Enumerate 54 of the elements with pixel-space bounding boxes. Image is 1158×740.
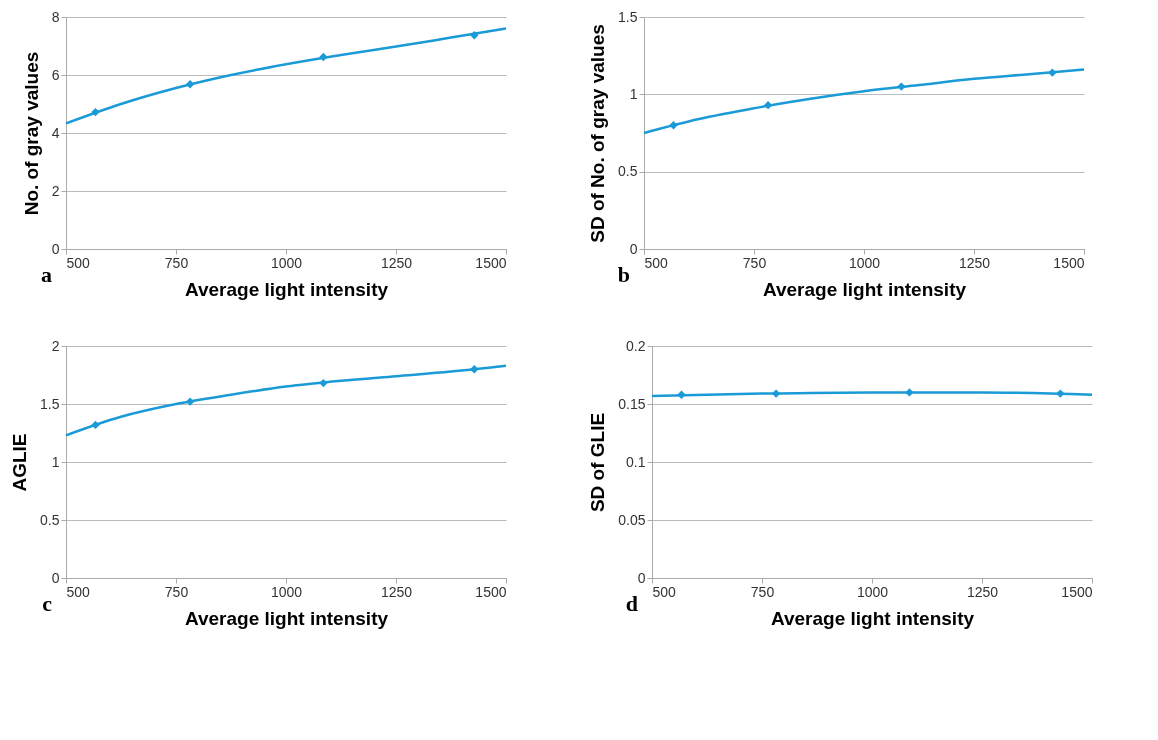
y-tick-label: 1.5 xyxy=(618,8,638,25)
y-axis-title: No. of gray values xyxy=(20,51,42,216)
y-tick-label: 0 xyxy=(51,240,60,257)
x-tick-label: 1000 xyxy=(848,254,881,271)
x-tick-label: 1500 xyxy=(1053,254,1085,271)
x-tick-label: 500 xyxy=(66,254,91,271)
y-tick-label: 4 xyxy=(51,124,60,141)
y-tick-label: 0 xyxy=(51,569,60,586)
text: d xyxy=(625,591,638,616)
x-tick-label: 1000 xyxy=(270,583,303,600)
text: a xyxy=(41,262,52,287)
x-tick-label: 1500 xyxy=(475,254,507,271)
x-tick-label: 750 xyxy=(750,583,775,600)
x-tick-label: 1250 xyxy=(966,583,999,600)
y-tick-label: 1 xyxy=(629,85,638,102)
y-tick-label: 0.2 xyxy=(626,337,646,354)
text: c xyxy=(42,591,53,616)
x-tick-label: 1250 xyxy=(380,254,413,271)
y-tick-label: 0.5 xyxy=(40,511,60,528)
x-tick-label: 500 xyxy=(652,583,677,600)
y-axis-title: SD of No. of gray values xyxy=(587,24,609,243)
y-tick-label: 8 xyxy=(51,8,60,25)
y-tick-label: 0.15 xyxy=(618,395,646,412)
y-tick-label: 2 xyxy=(51,182,60,199)
y-tick-label: 6 xyxy=(51,66,60,83)
x-axis-title: Average light intensity xyxy=(770,607,975,629)
line-series xyxy=(64,364,508,437)
y-axis-title: AGLIE xyxy=(9,433,31,492)
x-tick-label: 1500 xyxy=(1061,583,1093,600)
x-axis-title: Average light intensity xyxy=(762,278,967,300)
x-tick-label: 750 xyxy=(742,254,767,271)
y-tick-label: 0.1 xyxy=(626,453,646,470)
line-series xyxy=(642,68,1086,135)
x-tick-label: 1000 xyxy=(270,254,303,271)
x-tick-label: 750 xyxy=(164,583,189,600)
x-tick-label: 750 xyxy=(164,254,189,271)
x-tick-label: 500 xyxy=(644,254,669,271)
x-tick-label: 500 xyxy=(66,583,91,600)
x-tick-label: 1250 xyxy=(380,583,413,600)
y-tick-label: 0 xyxy=(629,240,638,257)
y-tick-label: 0.05 xyxy=(618,511,646,528)
y-tick-label: 1 xyxy=(51,453,60,470)
x-axis-title: Average light intensity xyxy=(184,278,389,300)
y-axis-title: SD of GLIE xyxy=(587,412,609,513)
y-tick-label: 0 xyxy=(637,569,646,586)
x-tick-label: 1000 xyxy=(856,583,889,600)
text: b xyxy=(617,262,630,287)
y-tick-label: 1.5 xyxy=(40,395,60,412)
line-series xyxy=(64,27,508,125)
x-axis-title: Average light intensity xyxy=(184,607,389,629)
x-tick-label: 1250 xyxy=(958,254,991,271)
x-tick-label: 1500 xyxy=(475,583,507,600)
y-tick-label: 2 xyxy=(51,337,60,354)
y-tick-label: 0.5 xyxy=(618,163,638,180)
